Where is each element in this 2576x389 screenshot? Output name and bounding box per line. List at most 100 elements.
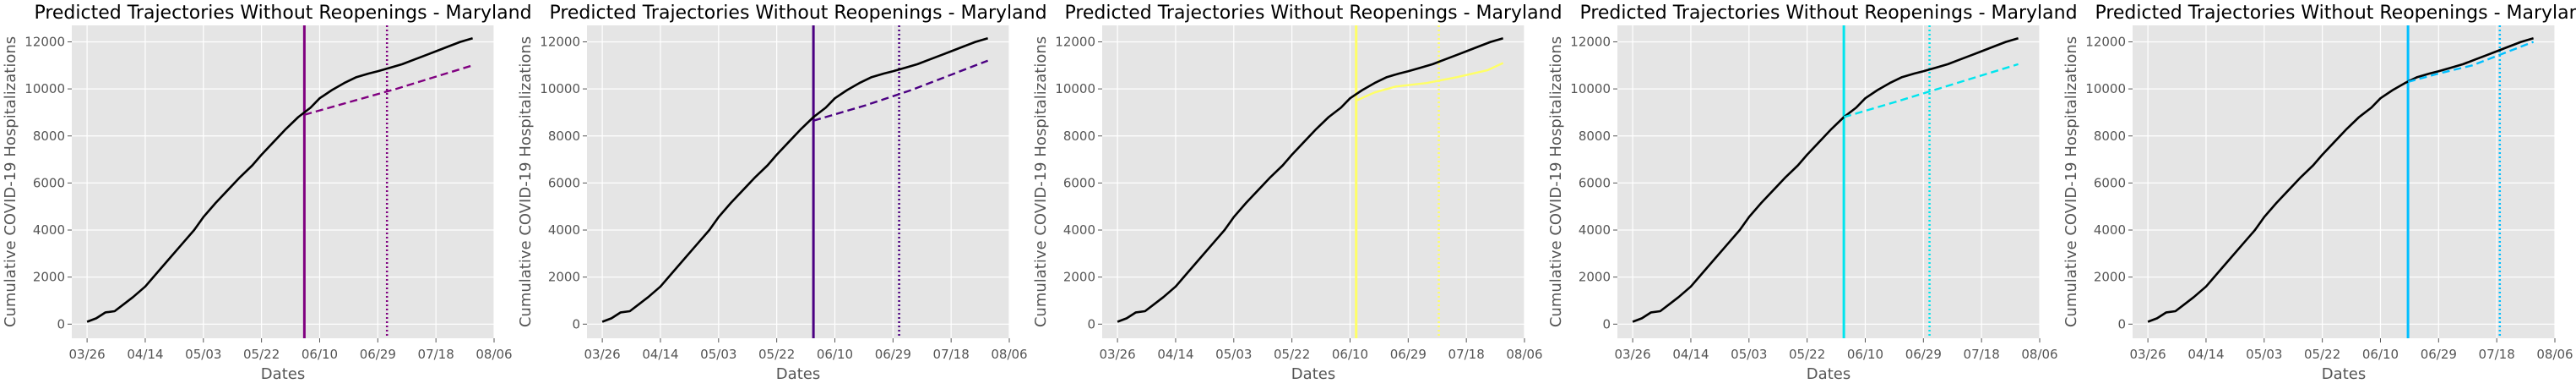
y-tick-label: 8000 [548,129,580,144]
x-tick-label: 04/14 [642,347,678,362]
x-tick-label: 05/22 [243,347,280,362]
x-tick-label: 08/06 [991,347,1027,362]
y-tick-label: 10000 [540,81,580,96]
chart-title: Predicted Trajectories Without Reopening… [1579,3,2077,24]
y-axis-label: Cumulative COVID-19 Hospitalizations [2,36,19,327]
y-tick-label: 8000 [2094,129,2126,144]
x-tick-label: 05/22 [758,347,795,362]
y-tick-label: 2000 [1063,270,1095,285]
chart-panel-5: 0 2000 4000 6000 8000 10000 12000 03/26 04/14 05/… [2062,3,2576,383]
observed-series-line [2147,37,2534,323]
x-tick-label: 03/26 [1099,347,1135,362]
x-tick-label: 03/26 [68,347,105,362]
y-tick-label: 6000 [548,175,580,190]
x-tick-label: 08/06 [476,347,512,362]
y-tick-label: 4000 [548,222,580,238]
x-tick-label: 08/06 [2536,347,2573,362]
y-tick-label: 12000 [540,34,580,49]
y-tick-label: 0 [57,316,65,331]
x-tick-label: 06/10 [302,347,338,362]
observed-series-line [1117,37,1503,323]
plot-area [2133,25,2555,338]
x-tick-label: 07/18 [2479,347,2515,362]
x-tick-label: 06/29 [360,347,396,362]
plot-area [587,25,1009,338]
x-tick-label: 07/18 [1448,347,1485,362]
y-tick-label: 0 [1602,316,1611,331]
x-tick-label: 05/22 [1274,347,1310,362]
x-tick-label: 06/10 [2362,347,2399,362]
x-tick-label: 06/29 [1390,347,1427,362]
x-tick-label: 05/03 [1215,347,1252,362]
y-tick-label: 6000 [2094,175,2126,190]
x-tick-label: 05/03 [185,347,221,362]
y-tick-label: 0 [572,316,580,331]
x-tick-label: 06/10 [1847,347,1883,362]
y-tick-label: 4000 [2094,222,2126,238]
y-tick-label: 4000 [1063,222,1095,238]
plot-area [1617,25,2040,338]
x-tick-label: 03/26 [1614,347,1650,362]
y-axis-label: Cumulative COVID-19 Hospitalizations [2062,36,2080,327]
x-tick-label: 04/14 [1157,347,1193,362]
y-tick-label: 12000 [1055,34,1095,49]
chart-title: Predicted Trajectories Without Reopening… [1064,3,1562,24]
y-tick-label: 6000 [1063,175,1095,190]
predicted-series-line [1843,63,2019,118]
y-tick-label: 8000 [33,129,65,144]
y-tick-label: 10000 [2085,81,2126,96]
y-axis-label: Cumulative COVID-19 Hospitalizations [1547,36,1565,327]
predicted-series-line [1356,62,1504,102]
y-tick-label: 10000 [1055,81,1095,96]
y-tick-label: 2000 [33,270,65,285]
chart-title: Predicted Trajectories Without Reopening… [34,3,531,24]
x-tick-label: 05/03 [700,347,736,362]
plot-area [72,25,494,338]
x-tick-label: 04/14 [1672,347,1709,362]
x-tick-label: 06/29 [2421,347,2457,362]
y-tick-label: 4000 [1579,222,1611,238]
y-tick-label: 6000 [33,175,65,190]
chart-panel-3: 0 2000 4000 6000 8000 10000 12000 03/26 04/14 05/… [1032,3,1562,383]
x-tick-label: 05/03 [2246,347,2282,362]
chart-panel-2: 0 2000 4000 6000 8000 10000 12000 03/26 04/14 05/… [517,3,1047,383]
x-tick-label: 06/10 [817,347,853,362]
x-tick-label: 06/10 [1332,347,1368,362]
x-tick-label: 03/26 [2129,347,2166,362]
x-tick-label: 04/14 [2187,347,2224,362]
x-tick-label: 07/18 [1964,347,2000,362]
x-tick-label: 05/22 [1789,347,1825,362]
x-axis-label: Dates [1291,365,1335,383]
predicted-series-line [304,64,473,116]
x-tick-label: 05/22 [2304,347,2340,362]
x-axis-label: Dates [776,365,820,383]
y-tick-label: 8000 [1063,129,1095,144]
y-tick-label: 12000 [2085,34,2126,49]
x-axis-label: Dates [1807,365,1850,383]
observed-series-line [601,37,988,323]
chart-title: Predicted Trajectories Without Reopening… [2095,3,2576,24]
y-tick-label: 0 [2117,316,2126,331]
y-axis-label: Cumulative COVID-19 Hospitalizations [517,36,535,327]
plot-area [1102,25,1524,338]
x-tick-label: 07/18 [418,347,454,362]
chart-title: Predicted Trajectories Without Reopening… [549,3,1046,24]
y-tick-label: 0 [1087,316,1095,331]
x-tick-label: 03/26 [584,347,620,362]
y-tick-label: 12000 [24,34,65,49]
y-axis-label: Cumulative COVID-19 Hospitalizations [1032,36,1050,327]
x-tick-label: 04/14 [127,347,163,362]
y-tick-label: 8000 [1579,129,1611,144]
y-tick-label: 2000 [1579,270,1611,285]
y-tick-label: 10000 [24,81,65,96]
x-tick-label: 08/06 [1506,347,1542,362]
y-tick-label: 4000 [33,222,65,238]
y-tick-label: 6000 [1579,175,1611,190]
x-tick-label: 06/29 [875,347,911,362]
predicted-series-line [812,59,989,122]
chart-panel-1: 0 2000 4000 6000 8000 10000 12000 03/26 04/14 05/… [2,3,532,383]
predicted-series-line [2407,41,2535,83]
y-tick-label: 2000 [548,270,580,285]
